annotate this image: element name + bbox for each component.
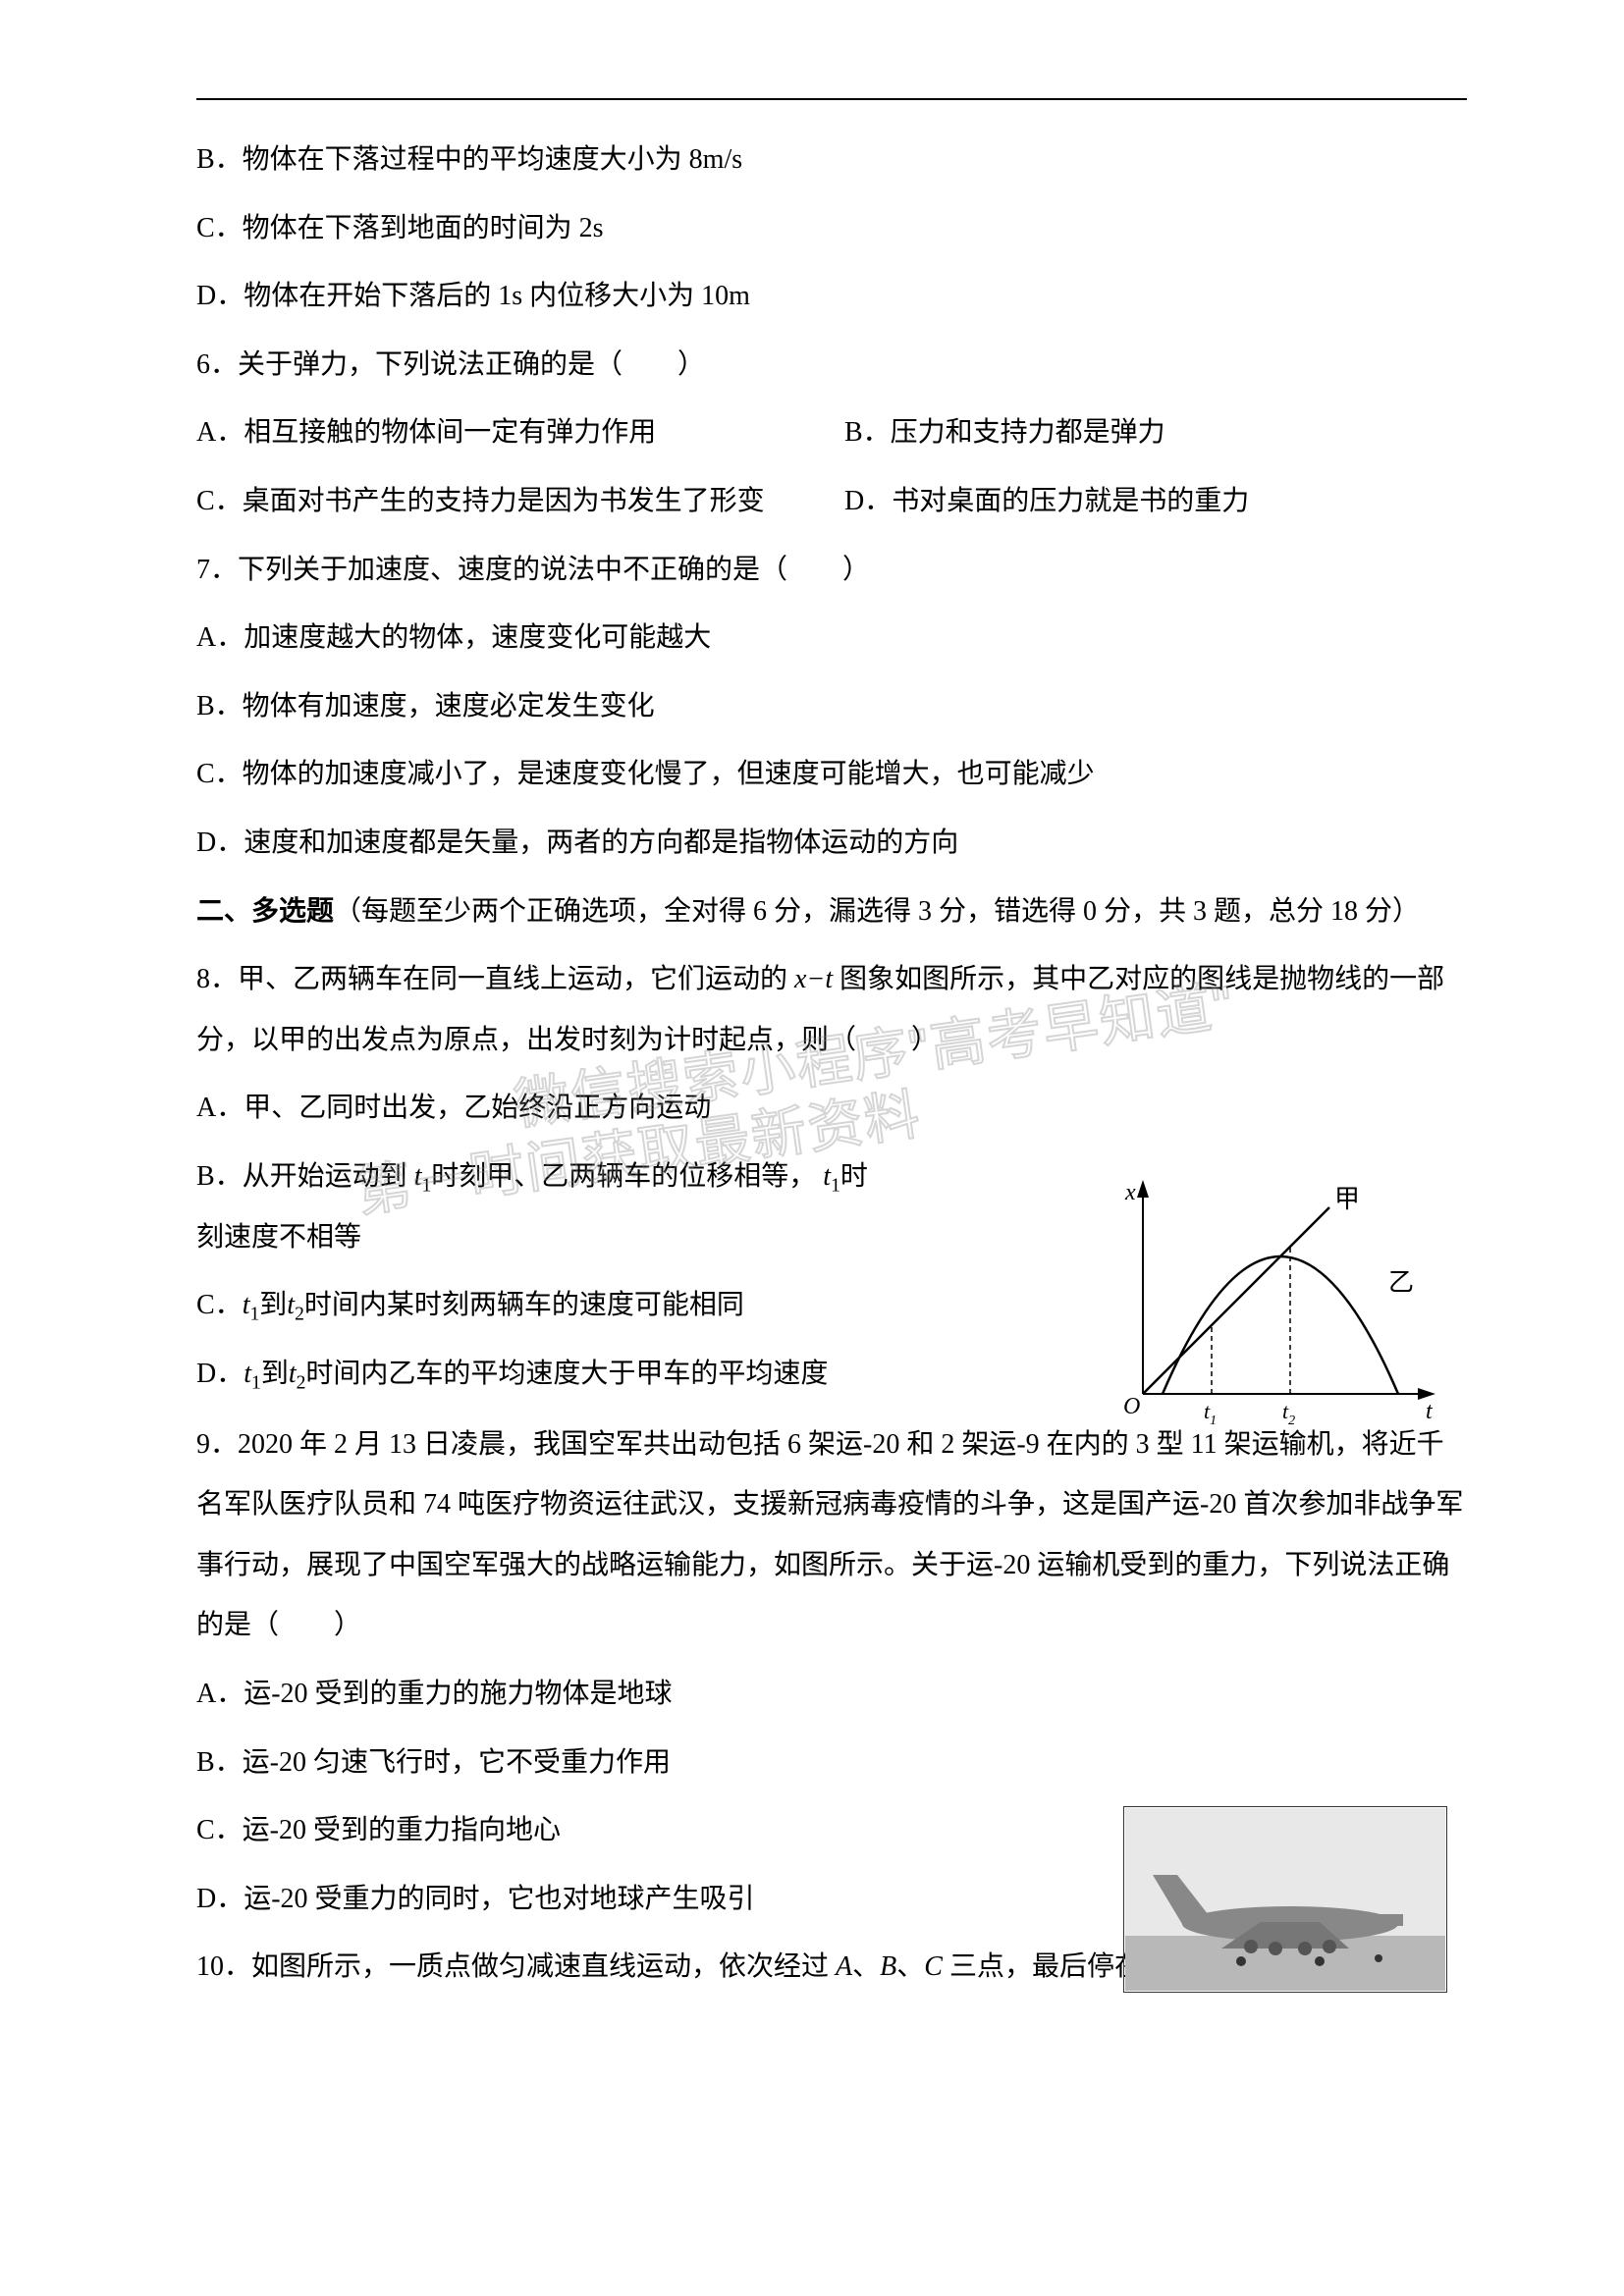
q9-option-b: B．运-20 匀速飞行时，它不受重力作用 bbox=[196, 1733, 884, 1793]
q8b-sub1: 1 bbox=[421, 1176, 431, 1197]
section-2-prefix: 二、 bbox=[196, 896, 251, 927]
q7-option-d: D．速度和加速度都是矢量，两者的方向都是指物体运动的方向 bbox=[196, 813, 1467, 874]
xt-chart-svg: O t x t1 t2 甲 乙 bbox=[1113, 1178, 1447, 1433]
q8c-s1: 1 bbox=[249, 1305, 259, 1325]
chart-t1: t1 bbox=[1204, 1399, 1217, 1428]
q7-option-c: C．物体的加速度减小了，是速度变化慢了，但速度可能增大，也可能减少 bbox=[196, 744, 1467, 805]
q8d-v1: t bbox=[244, 1359, 251, 1389]
q8d-s1: 1 bbox=[251, 1372, 261, 1393]
q8b-var1: t bbox=[407, 1161, 422, 1192]
airplane-svg bbox=[1123, 1806, 1447, 1993]
q7-stem: 7．下列关于加速度、速度的说法中不正确的是（ ） bbox=[196, 540, 1467, 601]
q8-text-1: 8．甲、乙两辆车在同一直线上运动，它们运动的 bbox=[196, 964, 794, 994]
q8d-p2: 到 bbox=[261, 1359, 289, 1389]
q6-option-b: B．压力和支持力都是弹力 bbox=[844, 402, 1467, 463]
q8-option-b: B．从开始运动到 t1时刻甲、乙两辆车的位移相等， t1时刻速度不相等 bbox=[196, 1147, 884, 1267]
q6-option-c: C．桌面对书产生的支持力是因为书发生了形变 bbox=[196, 471, 766, 532]
q10-t3: 、 bbox=[896, 1951, 924, 1982]
q10-B: B bbox=[880, 1951, 896, 1982]
chart-origin-label: O bbox=[1123, 1394, 1140, 1419]
q10-t2: 、 bbox=[852, 1951, 880, 1982]
q8b-var2: t bbox=[816, 1161, 831, 1192]
q5-option-c: C．物体在下落到地面的时间为 2s bbox=[196, 198, 1467, 259]
exam-page: B．物体在下落过程中的平均速度大小为 8m/s C．物体在下落到地面的时间为 2… bbox=[0, 0, 1624, 2296]
top-rule bbox=[196, 98, 1467, 100]
q5-option-d: D．物体在开始下落后的 1s 内位移大小为 10m bbox=[196, 266, 1467, 327]
xt-chart: O t x t1 t2 甲 乙 bbox=[1113, 1178, 1447, 1433]
q8-options-block: A．甲、乙同时出发，乙始终沿正方向运动 B．从开始运动到 t1时刻甲、乙两辆车的… bbox=[196, 1078, 884, 1404]
section-2-title: 多选题 bbox=[251, 896, 334, 927]
q7-option-b: B．物体有加速度，速度必定发生变化 bbox=[196, 676, 1467, 737]
q10-t1: 10．如图所示，一质点做匀减速直线运动，依次经过 bbox=[196, 1951, 836, 1982]
chart-label-yi: 乙 bbox=[1388, 1268, 1414, 1297]
q7-option-a: A．加速度越大的物体，速度变化可能越大 bbox=[196, 608, 1467, 668]
section-2-desc: （每题至少两个正确选项，全对得 6 分，漏选得 3 分，错选得 0 分，共 3 … bbox=[334, 896, 1420, 927]
chart-x-label: t bbox=[1426, 1399, 1434, 1424]
q6-options-row1: A．相互接触的物体间一定有弹力作用 B．压力和支持力都是弹力 bbox=[196, 402, 1467, 471]
q8d-s2: 2 bbox=[297, 1372, 306, 1393]
q8-option-d: D．t1到t2时间内乙车的平均速度大于甲车的平均速度 bbox=[196, 1344, 884, 1405]
q8b-sub2: 1 bbox=[831, 1176, 840, 1197]
q8c-p1: C． bbox=[196, 1290, 243, 1320]
q10-C: C bbox=[924, 1951, 943, 1982]
q6-stem: 6．关于弹力，下列说法正确的是（ ） bbox=[196, 335, 1467, 396]
q10-A: A bbox=[836, 1951, 852, 1982]
q6-option-d: D．书对桌面的压力就是书的重力 bbox=[844, 471, 1467, 532]
q5-option-b: B．物体在下落过程中的平均速度大小为 8m/s bbox=[196, 130, 1467, 190]
q8b-t1: B．从开始运动到 bbox=[196, 1161, 407, 1192]
q8-xt: x−t bbox=[794, 964, 833, 994]
q9-stem: 9．2020 年 2 月 13 日凌晨，我国空军共出动包括 6 架运-20 和 … bbox=[196, 1415, 1467, 1656]
q6-options-row2: C．桌面对书产生的支持力是因为书发生了形变 D．书对桌面的压力就是书的重力 bbox=[196, 471, 1467, 540]
q8-stem: 8．甲、乙两辆车在同一直线上运动，它们运动的 x−t 图象如图所示，其中乙对应的… bbox=[196, 949, 1467, 1070]
q8c-p3: 时间内某时刻两辆车的速度可能相同 bbox=[304, 1290, 744, 1320]
airplane-image bbox=[1123, 1806, 1447, 1993]
q9-option-c: C．运-20 受到的重力指向地心 bbox=[196, 1800, 884, 1861]
q9-option-a: A．运-20 受到的重力的施力物体是地球 bbox=[196, 1664, 884, 1725]
chart-y-label: x bbox=[1124, 1180, 1136, 1205]
q8c-s2: 2 bbox=[295, 1305, 304, 1325]
q8-option-a: A．甲、乙同时出发，乙始终沿正方向运动 bbox=[196, 1078, 884, 1139]
q6-option-a: A．相互接触的物体间一定有弹力作用 bbox=[196, 402, 766, 463]
q8d-v2: t bbox=[289, 1359, 297, 1389]
section-2-header: 二、多选题（每题至少两个正确选项，全对得 6 分，漏选得 3 分，错选得 0 分… bbox=[196, 881, 1467, 942]
chart-t2: t2 bbox=[1282, 1399, 1295, 1428]
q9-options-block: A．运-20 受到的重力的施力物体是地球 B．运-20 匀速飞行时，它不受重力作… bbox=[196, 1664, 884, 1861]
q8c-v2: t bbox=[287, 1290, 295, 1320]
q8d-p3: 时间内乙车的平均速度大于甲车的平均速度 bbox=[305, 1359, 828, 1389]
chart-label-jia: 甲 bbox=[1334, 1185, 1360, 1213]
q8c-p2: 到 bbox=[259, 1290, 287, 1320]
q8b-t2: 时刻甲、乙两辆车的位移相等， bbox=[431, 1161, 816, 1192]
q10-t4: 三点，最后停在 bbox=[943, 1951, 1149, 1982]
q8-option-c: C．t1到t2时间内某时刻两辆车的速度可能相同 bbox=[196, 1275, 884, 1336]
q8d-p1: D． bbox=[196, 1359, 244, 1389]
